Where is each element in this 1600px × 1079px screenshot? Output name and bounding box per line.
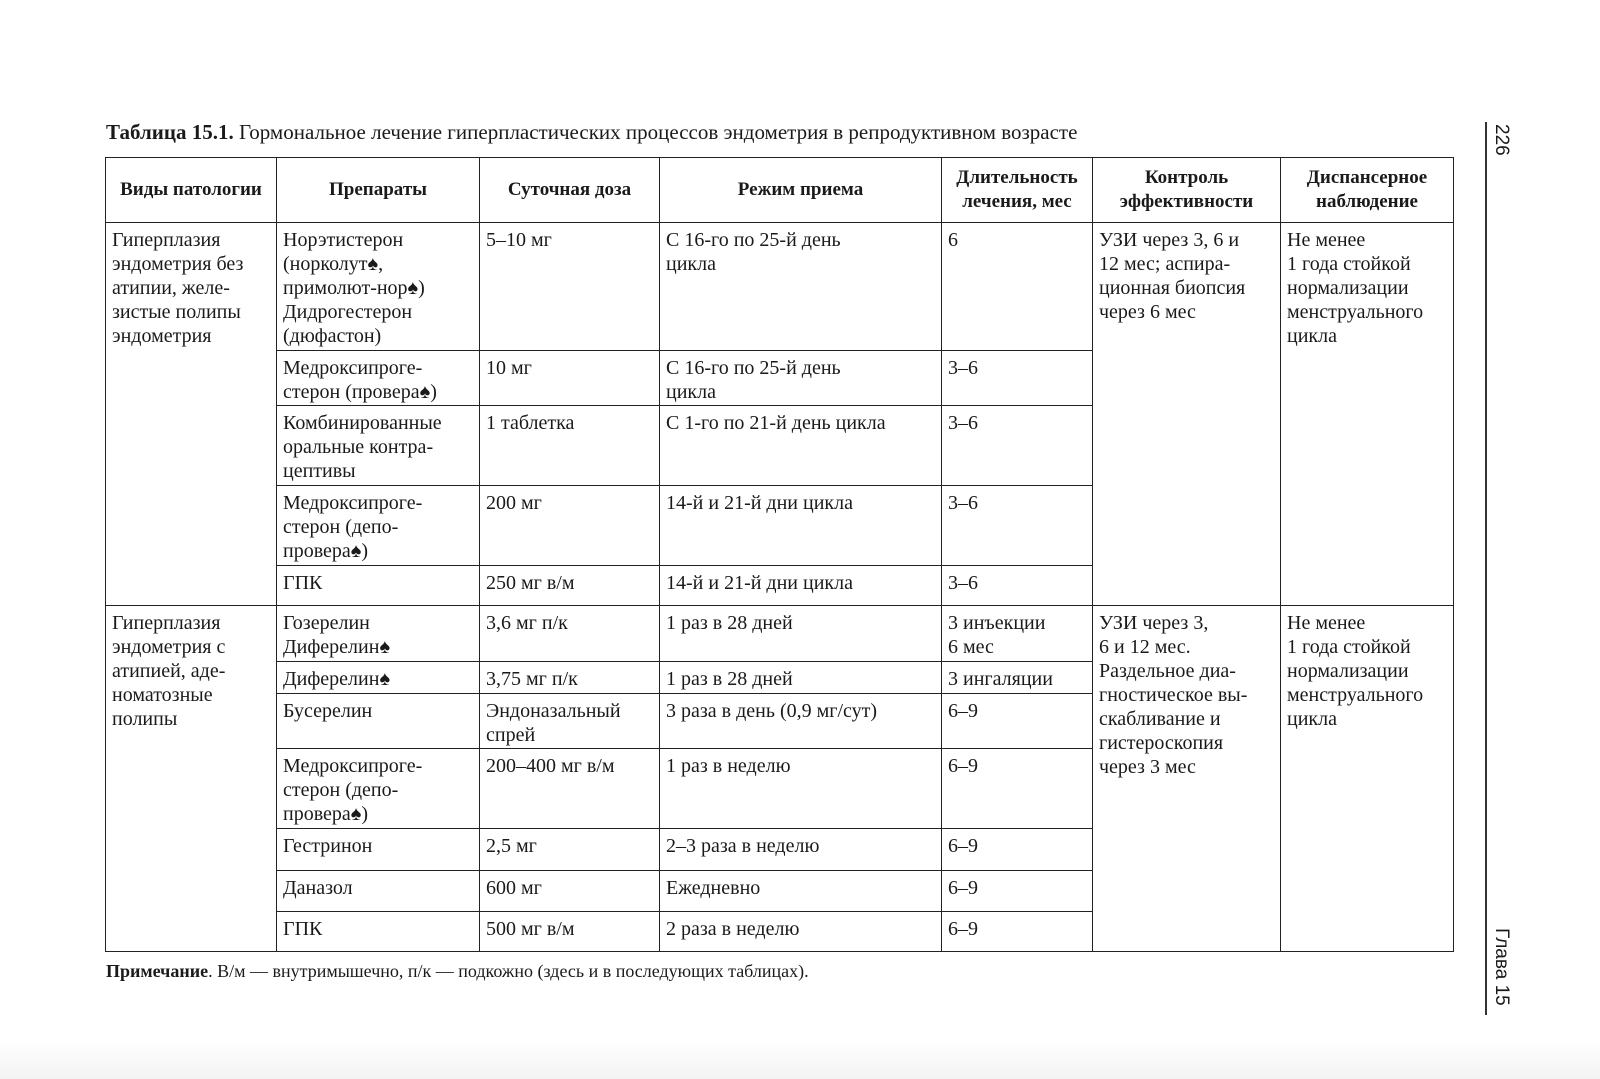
drug-cell: Даназол: [276, 870, 480, 912]
regimen-cell: С 16-го по 25-й день цикла: [659, 222, 942, 351]
table-header-row: Виды патологии Препараты Суточная доза Р…: [105, 157, 1454, 223]
regimen-cell: 3 раза в день (0,9 мг/сут): [659, 693, 942, 749]
duration-cell: 3 ингаляции: [941, 661, 1093, 694]
dose-cell: 10 мг: [479, 350, 660, 406]
dose-cell: 3,75 мг п/к: [479, 661, 660, 694]
page-number: 226: [1491, 124, 1512, 156]
followup-cell: Не менее 1 года стойкой нормализации мен…: [1280, 605, 1454, 952]
dose-cell: 1 таблетка: [479, 405, 660, 486]
table-row: Медроксипроге- стерон (депо- провера♠) 20…: [106, 485, 1454, 566]
control-cell: УЗИ через 3, 6 и 12 мес; аспира- ционная…: [1092, 222, 1281, 606]
regimen-cell: 14-й и 21-й дни цикла: [659, 485, 942, 566]
dose-cell: 250 мг в/м: [479, 565, 660, 606]
drug-cell: Комбинированные оральные контра- цептивы: [276, 405, 480, 486]
chapter-label: Глава 15: [1491, 928, 1512, 1006]
table-row: Диферелин♠ 3,75 мг п/к 1 раз в 28 дней 3 ин…: [106, 661, 1454, 694]
duration-cell: 3 инъекции 6 мес: [941, 605, 1093, 662]
regimen-cell: С 1-го по 21-й день цикла: [659, 405, 942, 486]
page-edge: [0, 1040, 1600, 1079]
header-drugs: Препараты: [276, 157, 480, 223]
regimen-cell: 1 раз в 28 дней: [659, 661, 942, 694]
drug-cell: Гестринон: [276, 828, 480, 871]
followup-cell: Не менее 1 года стойкой нормализации мен…: [1280, 222, 1454, 606]
regimen-cell: 2 раза в неделю: [659, 911, 942, 952]
table-row: Медроксипроге- стерон (провера♠) 10 мг С 1…: [106, 350, 1454, 406]
control-cell: УЗИ через 3, 6 и 12 мес. Раздельное диа-…: [1092, 605, 1281, 952]
dose-cell: 5–10 мг: [479, 222, 660, 351]
duration-cell: 6–9: [941, 911, 1093, 952]
table-row: Бусерелин Эндоназальный спрей 3 раза в ден…: [106, 693, 1454, 749]
dose-cell: 200 мг: [479, 485, 660, 566]
regimen-cell: 1 раз в неделю: [659, 748, 942, 829]
table-note: Примечание. В/м — внутримышечно, п/к — п…: [106, 961, 809, 982]
drug-cell: Гозерелин Диферелин♠: [276, 605, 480, 662]
pathology-cell: Гиперплазия эндометрия без атипии, желе-…: [105, 222, 277, 606]
drug-cell: Медроксипроге- стерон (провера♠): [276, 350, 480, 406]
duration-cell: 6–9: [941, 870, 1093, 912]
header-pathology: Виды патологии: [105, 157, 277, 223]
note-text: . В/м — внутримышечно, п/к — подкожно (з…: [208, 961, 809, 981]
drug-cell: Бусерелин: [276, 693, 480, 749]
header-duration: Длительность лечения, мес: [941, 157, 1093, 223]
regimen-cell: Ежедневно: [659, 870, 942, 912]
note-label: Примечание: [106, 961, 209, 981]
regimen-cell: С 16-го по 25-й день цикла: [659, 350, 942, 406]
dose-cell: Эндоназальный спрей: [479, 693, 660, 749]
drug-cell: Медроксипроге- стерон (депо- провера♠): [276, 748, 480, 829]
drug-cell: ГПК: [276, 565, 480, 606]
table-row: Комбинированные оральные контра- цептивы…: [106, 405, 1454, 486]
duration-cell: 6–9: [941, 693, 1093, 749]
header-daily-dose: Суточная доза: [479, 157, 660, 223]
duration-cell: 3–6: [941, 350, 1093, 406]
regimen-cell: 1 раз в 28 дней: [659, 605, 942, 662]
table-body: Гиперплазия эндометрия без атипии, желе-…: [105, 222, 1454, 952]
duration-cell: 6: [941, 222, 1093, 351]
dose-cell: 3,6 мг п/к: [479, 605, 660, 662]
header-followup: Диспансерное наблюдение: [1280, 157, 1454, 223]
drug-cell: Медроксипроге- стерон (депо- провера♠): [276, 485, 480, 566]
table-row: Гиперплазия эндометрия без атипии, желе-…: [105, 222, 1454, 606]
regimen-cell: 14-й и 21-й дни цикла: [659, 565, 942, 606]
header-regimen: Режим приема: [659, 157, 942, 223]
drug-cell: ГПК: [276, 911, 480, 952]
duration-cell: 3–6: [941, 405, 1093, 486]
table-row: Медроксипроге- стерон (депо- провера♠) 20…: [106, 748, 1454, 829]
table-row: ГПК 500 мг в/м 2 раза в неделю 6–9: [106, 911, 1454, 952]
duration-cell: 6–9: [941, 828, 1093, 871]
dose-cell: 2,5 мг: [479, 828, 660, 871]
table-row: Гиперплазия эндометрия с атипией, аде- н…: [105, 605, 1454, 952]
dose-cell: 200–400 мг в/м: [479, 748, 660, 829]
margin-rule: [1485, 122, 1487, 1015]
header-control: Контроль эффективности: [1092, 157, 1281, 223]
duration-cell: 6–9: [941, 748, 1093, 829]
dose-cell: 600 мг: [479, 870, 660, 912]
duration-cell: 3–6: [941, 485, 1093, 566]
table-caption: Таблица 15.1. Гормональное лечение гипер…: [106, 120, 1077, 145]
treatment-table: Виды патологии Препараты Суточная доза Р…: [105, 157, 1454, 952]
table-row: Даназол 600 мг Ежедневно 6–9: [106, 870, 1454, 912]
duration-cell: 3–6: [941, 565, 1093, 606]
table-caption-text: Гормональное лечение гиперпластических п…: [233, 120, 1078, 144]
pathology-cell: Гиперплазия эндометрия с атипией, аде- н…: [105, 605, 277, 952]
table-caption-label: Таблица 15.1.: [106, 120, 234, 144]
drug-cell: Норэтистерон (норколут♠, примолют-нор♠) …: [276, 222, 480, 351]
dose-cell: 500 мг в/м: [479, 911, 660, 952]
regimen-cell: 2–3 раза в неделю: [659, 828, 942, 871]
table-row: Гестринон 2,5 мг 2–3 раза в неделю 6–9: [106, 828, 1454, 871]
drug-cell: Диферелин♠: [276, 661, 480, 694]
